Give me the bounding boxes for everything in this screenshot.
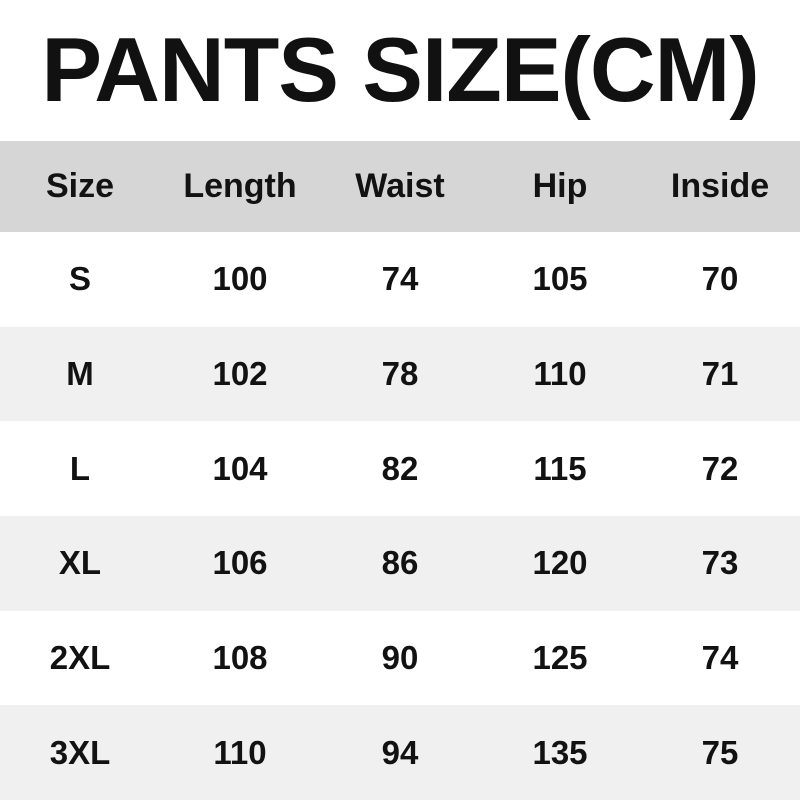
cell-inside: 75 — [701, 733, 739, 771]
cell-size: L — [69, 449, 91, 487]
cell-size: 2XL — [49, 639, 111, 677]
cell-inside: 73 — [701, 544, 739, 582]
cell-length: 104 — [212, 449, 268, 487]
table-row-3xl: 3XL 110 94 135 75 — [0, 705, 800, 800]
table-row-l: L 104 82 115 72 — [0, 421, 800, 516]
cell-size: 3XL — [49, 733, 111, 771]
cell-hip: 135 — [532, 733, 588, 771]
cell-size: M — [66, 355, 94, 392]
cell-inside: 72 — [701, 449, 739, 487]
table-row-s: S 100 74 105 70 — [0, 232, 800, 327]
title-area: PANTS SIZE(CM) — [0, 0, 800, 141]
column-header-inside: Inside — [670, 167, 770, 205]
cell-length: 108 — [212, 639, 268, 677]
size-table: Size Length Waist Hip Inside S 100 74 10… — [0, 141, 800, 800]
cell-hip: 105 — [532, 260, 588, 298]
cell-inside: 71 — [701, 355, 739, 392]
cell-waist: 78 — [381, 355, 419, 392]
column-header-hip: Hip — [532, 167, 588, 205]
cell-waist: 82 — [381, 449, 419, 487]
cell-length: 102 — [212, 355, 268, 392]
cell-inside: 74 — [701, 639, 739, 677]
column-header-length: Length — [183, 167, 297, 205]
cell-size: XL — [58, 544, 102, 582]
column-header-waist: Waist — [355, 167, 445, 205]
cell-inside: 70 — [701, 260, 739, 298]
cell-length: 110 — [213, 733, 267, 771]
cell-waist: 90 — [381, 639, 419, 677]
cell-waist: 86 — [381, 544, 419, 582]
table-header-row: Size Length Waist Hip Inside — [0, 141, 800, 232]
table-row-2xl: 2XL 108 90 125 74 — [0, 611, 800, 706]
cell-hip: 110 — [533, 355, 587, 392]
cell-length: 100 — [212, 260, 268, 298]
table-row-m: M 102 78 110 71 — [0, 326, 800, 422]
column-header-size: Size — [45, 167, 115, 205]
cell-hip: 115 — [533, 449, 587, 487]
cell-size: S — [68, 260, 91, 298]
page-title: PANTS SIZE(CM) — [41, 20, 759, 121]
cell-hip: 120 — [532, 544, 588, 582]
cell-waist: 74 — [381, 260, 419, 298]
table-row-xl: XL 106 86 120 73 — [0, 516, 800, 611]
cell-waist: 94 — [381, 733, 419, 771]
cell-hip: 125 — [532, 639, 588, 677]
cell-length: 106 — [212, 544, 268, 582]
